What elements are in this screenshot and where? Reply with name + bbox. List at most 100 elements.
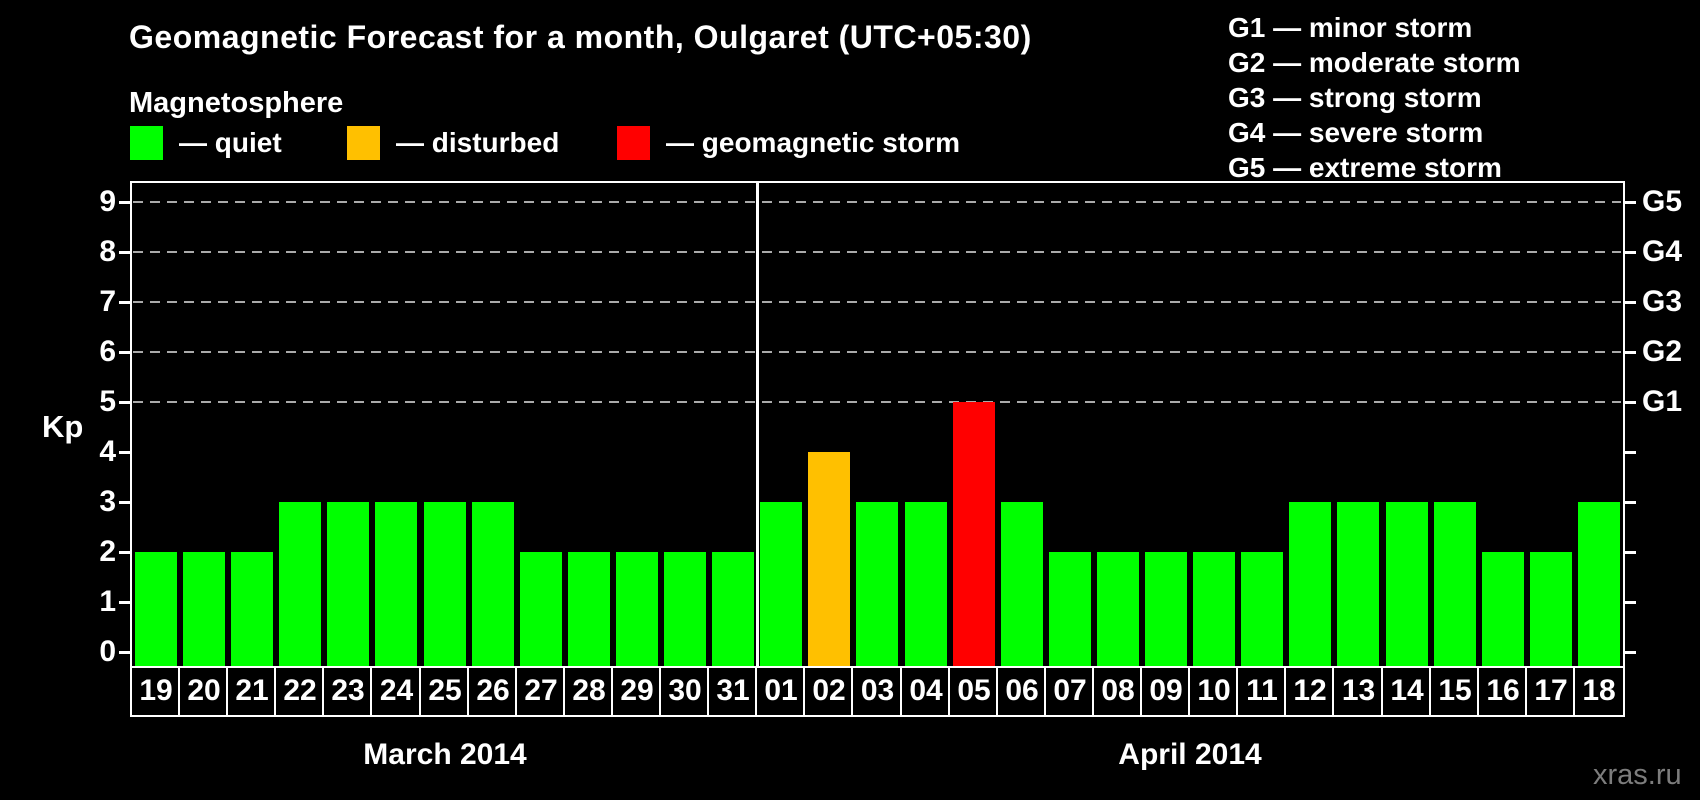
right-tick-kp9 bbox=[1623, 201, 1636, 204]
kp-bar-april-06 bbox=[1001, 502, 1043, 668]
day-label-21: 21 bbox=[226, 666, 278, 717]
day-label-17: 17 bbox=[1525, 666, 1577, 717]
kp-bar-april-14 bbox=[1386, 502, 1428, 668]
month-label-march: March 2014 bbox=[363, 738, 527, 771]
kp-bar-april-07 bbox=[1049, 552, 1091, 668]
gridline-kp7 bbox=[133, 301, 1621, 303]
y-tick-label-8: 8 bbox=[99, 235, 116, 268]
left-tick-kp3 bbox=[119, 501, 132, 504]
gridline-kp5 bbox=[133, 401, 1621, 403]
kp-bar-march-24 bbox=[375, 502, 417, 668]
kp-bar-march-21 bbox=[231, 552, 273, 668]
kp-bar-march-23 bbox=[327, 502, 369, 668]
kp-bar-march-31 bbox=[712, 552, 754, 668]
kp-bar-march-27 bbox=[520, 552, 562, 668]
day-label-26: 26 bbox=[467, 666, 519, 717]
month-divider-line bbox=[756, 183, 759, 668]
day-label-24: 24 bbox=[370, 666, 423, 717]
day-label-22: 22 bbox=[274, 666, 326, 717]
y-tick-label-7: 7 bbox=[99, 285, 116, 318]
kp-bar-april-12 bbox=[1289, 502, 1331, 668]
legend-item-disturbed: — disturbed bbox=[347, 126, 559, 160]
kp-bar-april-13 bbox=[1337, 502, 1379, 668]
right-axis-label-g4: G4 bbox=[1642, 235, 1683, 268]
day-label-11: 11 bbox=[1236, 666, 1288, 717]
y-tick-label-2: 2 bbox=[99, 535, 116, 568]
right-tick-kp4 bbox=[1623, 451, 1636, 454]
kp-bar-april-09 bbox=[1145, 552, 1187, 668]
right-tick-kp5 bbox=[1623, 401, 1636, 404]
kp-bar-april-15 bbox=[1434, 502, 1476, 668]
day-label-23: 23 bbox=[322, 666, 374, 717]
kp-bar-april-10 bbox=[1193, 552, 1235, 668]
day-label-28: 28 bbox=[563, 666, 615, 717]
legend-item-quiet: — quiet bbox=[130, 126, 282, 160]
left-tick-kp7 bbox=[119, 301, 132, 304]
day-label-08: 08 bbox=[1092, 666, 1144, 717]
g5-legend-line: G5 — extreme storm bbox=[1228, 152, 1502, 183]
day-label-06: 06 bbox=[996, 666, 1048, 717]
right-axis-label-g5: G5 bbox=[1642, 185, 1683, 218]
left-tick-kp2 bbox=[119, 551, 132, 554]
quiet-color-swatch bbox=[130, 126, 163, 160]
day-label-25: 25 bbox=[419, 666, 471, 717]
left-tick-kp4 bbox=[119, 451, 132, 454]
day-label-27: 27 bbox=[515, 666, 567, 717]
legend-label-storm: — geomagnetic storm bbox=[666, 127, 961, 158]
kp-bar-april-01 bbox=[760, 502, 802, 668]
gridline-kp6 bbox=[133, 351, 1621, 353]
kp-bar-april-04 bbox=[905, 502, 947, 668]
storm-color-swatch bbox=[617, 126, 650, 160]
right-tick-kp6 bbox=[1623, 351, 1636, 354]
kp-bar-march-30 bbox=[664, 552, 706, 668]
kp-bar-march-19 bbox=[135, 552, 177, 668]
g3-legend-line: G3 — strong storm bbox=[1228, 82, 1482, 113]
day-label-05: 05 bbox=[948, 666, 1000, 717]
kp-bar-april-11 bbox=[1241, 552, 1283, 668]
day-label-19: 19 bbox=[130, 666, 182, 717]
day-label-13: 13 bbox=[1332, 666, 1385, 717]
day-label-31: 31 bbox=[707, 666, 759, 717]
kp-bar-march-28 bbox=[568, 552, 610, 668]
day-label-09: 09 bbox=[1140, 666, 1192, 717]
right-tick-kp1 bbox=[1623, 601, 1636, 604]
day-label-29: 29 bbox=[611, 666, 663, 717]
disturbed-color-swatch bbox=[347, 126, 380, 160]
right-tick-kp0 bbox=[1623, 651, 1636, 654]
magnetosphere-subtitle: Magnetosphere bbox=[129, 87, 344, 119]
y-tick-label-4: 4 bbox=[99, 435, 116, 468]
kp-bar-april-05 bbox=[953, 402, 995, 668]
day-label-02: 02 bbox=[803, 666, 855, 717]
day-label-07: 07 bbox=[1044, 666, 1096, 717]
day-label-16: 16 bbox=[1477, 666, 1529, 717]
day-label-04: 04 bbox=[900, 666, 952, 717]
day-label-03: 03 bbox=[851, 666, 904, 717]
y-tick-label-1: 1 bbox=[99, 585, 116, 618]
day-label-10: 10 bbox=[1188, 666, 1240, 717]
kp-bar-april-02 bbox=[808, 452, 850, 668]
kp-bar-april-18 bbox=[1578, 502, 1620, 668]
y-tick-label-5: 5 bbox=[99, 385, 116, 418]
kp-bar-march-20 bbox=[183, 552, 225, 668]
legend-label-disturbed: — disturbed bbox=[396, 127, 560, 158]
y-tick-label-6: 6 bbox=[99, 335, 116, 368]
legend-item-storm: — geomagnetic storm bbox=[617, 126, 960, 160]
gridline-kp8 bbox=[133, 251, 1621, 253]
day-label-15: 15 bbox=[1429, 666, 1481, 717]
day-label-01: 01 bbox=[755, 666, 807, 717]
left-tick-kp1 bbox=[119, 601, 132, 604]
y-tick-label-0: 0 bbox=[99, 635, 116, 668]
left-tick-kp0 bbox=[119, 651, 132, 654]
legend-label-quiet: — quiet bbox=[179, 127, 282, 158]
kp-bar-april-17 bbox=[1530, 552, 1572, 668]
kp-bar-april-08 bbox=[1097, 552, 1139, 668]
day-label-18: 18 bbox=[1573, 666, 1625, 717]
day-label-30: 30 bbox=[659, 666, 711, 717]
right-tick-kp7 bbox=[1623, 301, 1636, 304]
day-label-20: 20 bbox=[178, 666, 230, 717]
right-tick-kp3 bbox=[1623, 501, 1636, 504]
page-title: Geomagnetic Forecast for a month, Oulgar… bbox=[129, 19, 1032, 55]
right-tick-kp8 bbox=[1623, 251, 1636, 254]
y-tick-label-3: 3 bbox=[99, 485, 116, 518]
